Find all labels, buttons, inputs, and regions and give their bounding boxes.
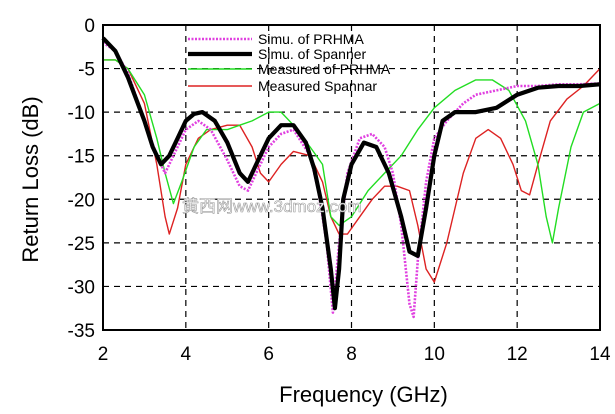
plot-frame — [102, 24, 601, 331]
x-axis-label: Frequency (GHz) — [279, 382, 448, 407]
legend-label-simu-prhma: Simu. of PRHMA — [258, 31, 364, 47]
y-tick-label: -30 — [68, 277, 95, 298]
y-tick-label: -20 — [68, 190, 95, 211]
y-tick-label: -35 — [68, 321, 95, 342]
x-tick-label: 8 — [346, 344, 357, 365]
x-tick-label: 6 — [263, 344, 274, 365]
x-tick-label: 12 — [507, 344, 528, 365]
x-tick-label: 14 — [589, 344, 611, 365]
series-line-1 — [101, 36, 601, 311]
y-tick-label: -15 — [68, 147, 95, 168]
y-tick-label: -10 — [68, 103, 95, 124]
tick-labels: 2 4 6 8 10 12 14 0 -5 -10 -15 -20 -25 -30 -35 — [68, 16, 611, 365]
y-tick-label: 0 — [84, 16, 95, 37]
x-tick-label: 10 — [424, 344, 445, 365]
legend-label-simu-spanner: Simu. of Spanner — [258, 46, 367, 62]
legend: Simu. of PRHMA Simu. of Spanner Measured… — [188, 31, 391, 94]
x-tick-label: 4 — [181, 344, 192, 365]
y-axis-label: Return Loss (dB) — [18, 96, 43, 262]
legend-label-measured-spannar: Measured Spannar — [258, 78, 377, 94]
grid — [103, 25, 600, 330]
series-lines — [101, 36, 601, 319]
legend-label-measured-prhma: Measured of PRHMA — [258, 61, 391, 77]
watermark-text: 黄西网www.3dmoz.com — [182, 197, 361, 216]
series-line-2 — [103, 59, 601, 244]
series-line-0 — [102, 41, 601, 319]
x-tick-label: 2 — [98, 344, 109, 365]
y-tick-label: -5 — [78, 60, 95, 81]
y-tick-label: -25 — [68, 234, 95, 255]
